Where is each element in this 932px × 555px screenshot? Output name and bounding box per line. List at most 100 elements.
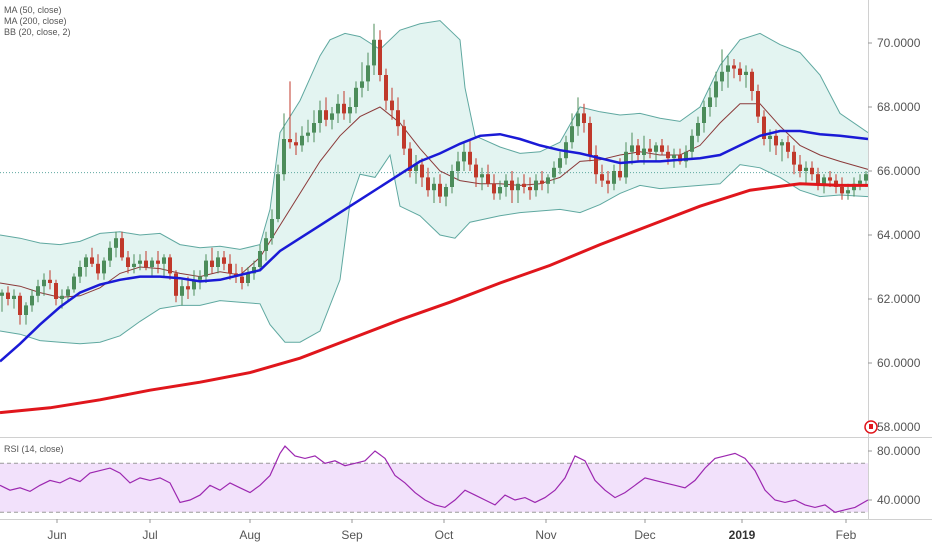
- candle[interactable]: [420, 158, 424, 187]
- candle[interactable]: [168, 254, 172, 280]
- candle[interactable]: [66, 286, 70, 303]
- candle[interactable]: [138, 254, 142, 271]
- candle[interactable]: [198, 270, 202, 290]
- candle[interactable]: [306, 119, 310, 143]
- candle[interactable]: [690, 129, 694, 159]
- candle[interactable]: [246, 267, 250, 287]
- alert-icon[interactable]: [864, 420, 878, 434]
- candle[interactable]: [762, 110, 766, 146]
- candle[interactable]: [858, 174, 862, 191]
- candle[interactable]: [444, 183, 448, 207]
- candle[interactable]: [216, 251, 220, 274]
- candle[interactable]: [672, 148, 676, 168]
- candle[interactable]: [438, 174, 442, 203]
- candle[interactable]: [48, 270, 52, 290]
- candle[interactable]: [780, 139, 784, 162]
- candle[interactable]: [126, 251, 130, 274]
- candle[interactable]: [120, 231, 124, 261]
- candle[interactable]: [486, 164, 490, 187]
- candle[interactable]: [156, 251, 160, 274]
- candle[interactable]: [648, 139, 652, 159]
- candle[interactable]: [90, 247, 94, 267]
- candle[interactable]: [498, 180, 502, 200]
- candle[interactable]: [102, 257, 106, 280]
- candle[interactable]: [426, 167, 430, 197]
- candle[interactable]: [456, 151, 460, 181]
- candle[interactable]: [276, 164, 280, 223]
- candle[interactable]: [504, 174, 508, 197]
- candle[interactable]: [816, 167, 820, 191]
- candle[interactable]: [546, 174, 550, 194]
- candle[interactable]: [840, 177, 844, 200]
- candle[interactable]: [516, 177, 520, 203]
- candle[interactable]: [180, 279, 184, 306]
- candle[interactable]: [510, 171, 514, 203]
- candle[interactable]: [12, 289, 16, 309]
- candle[interactable]: [288, 81, 292, 149]
- candle[interactable]: [786, 135, 790, 159]
- candle[interactable]: [570, 113, 574, 149]
- candle[interactable]: [408, 142, 412, 178]
- candle[interactable]: [804, 161, 808, 184]
- candle[interactable]: [678, 148, 682, 165]
- candle[interactable]: [756, 84, 760, 123]
- candle[interactable]: [612, 164, 616, 191]
- candle[interactable]: [480, 167, 484, 191]
- candle[interactable]: [582, 103, 586, 133]
- candle[interactable]: [318, 100, 322, 133]
- candle[interactable]: [402, 119, 406, 155]
- candle[interactable]: [642, 135, 646, 165]
- candle[interactable]: [330, 107, 334, 130]
- candle[interactable]: [30, 289, 34, 312]
- candle[interactable]: [450, 164, 454, 194]
- candle[interactable]: [750, 68, 754, 101]
- candle[interactable]: [492, 174, 496, 200]
- candle[interactable]: [810, 161, 814, 181]
- candle[interactable]: [192, 270, 196, 296]
- candle[interactable]: [720, 49, 724, 91]
- candle[interactable]: [660, 139, 664, 155]
- candle[interactable]: [654, 142, 658, 162]
- candle[interactable]: [270, 209, 274, 245]
- candle[interactable]: [132, 254, 136, 274]
- candle[interactable]: [702, 100, 706, 133]
- main-pane[interactable]: [0, 20, 869, 415]
- candle[interactable]: [792, 145, 796, 175]
- candle[interactable]: [696, 116, 700, 143]
- candle[interactable]: [600, 164, 604, 187]
- candle[interactable]: [54, 279, 58, 306]
- candle[interactable]: [552, 161, 556, 184]
- candle[interactable]: [360, 62, 364, 98]
- candle[interactable]: [210, 247, 214, 274]
- candle[interactable]: [522, 174, 526, 194]
- candle[interactable]: [774, 129, 778, 155]
- candle[interactable]: [468, 139, 472, 171]
- candle[interactable]: [462, 142, 466, 171]
- candle[interactable]: [294, 132, 298, 155]
- candle[interactable]: [474, 158, 478, 187]
- candle[interactable]: [540, 171, 544, 191]
- candle[interactable]: [354, 81, 358, 114]
- candle[interactable]: [852, 177, 856, 197]
- candle[interactable]: [162, 254, 166, 277]
- candle[interactable]: [744, 65, 748, 88]
- candle[interactable]: [324, 97, 328, 127]
- candle[interactable]: [798, 155, 802, 178]
- candle[interactable]: [240, 267, 244, 290]
- candle[interactable]: [558, 151, 562, 175]
- candle[interactable]: [114, 231, 118, 258]
- candle[interactable]: [264, 231, 268, 261]
- candle[interactable]: [606, 171, 610, 194]
- candle[interactable]: [336, 94, 340, 123]
- candle[interactable]: [636, 139, 640, 162]
- candle[interactable]: [144, 251, 148, 271]
- candle[interactable]: [396, 97, 400, 136]
- candle[interactable]: [378, 30, 382, 82]
- candle[interactable]: [390, 87, 394, 120]
- candle[interactable]: [300, 126, 304, 152]
- candle[interactable]: [684, 145, 688, 168]
- candle[interactable]: [6, 286, 10, 306]
- candle[interactable]: [588, 116, 592, 162]
- candle[interactable]: [738, 62, 742, 82]
- candle[interactable]: [726, 55, 730, 88]
